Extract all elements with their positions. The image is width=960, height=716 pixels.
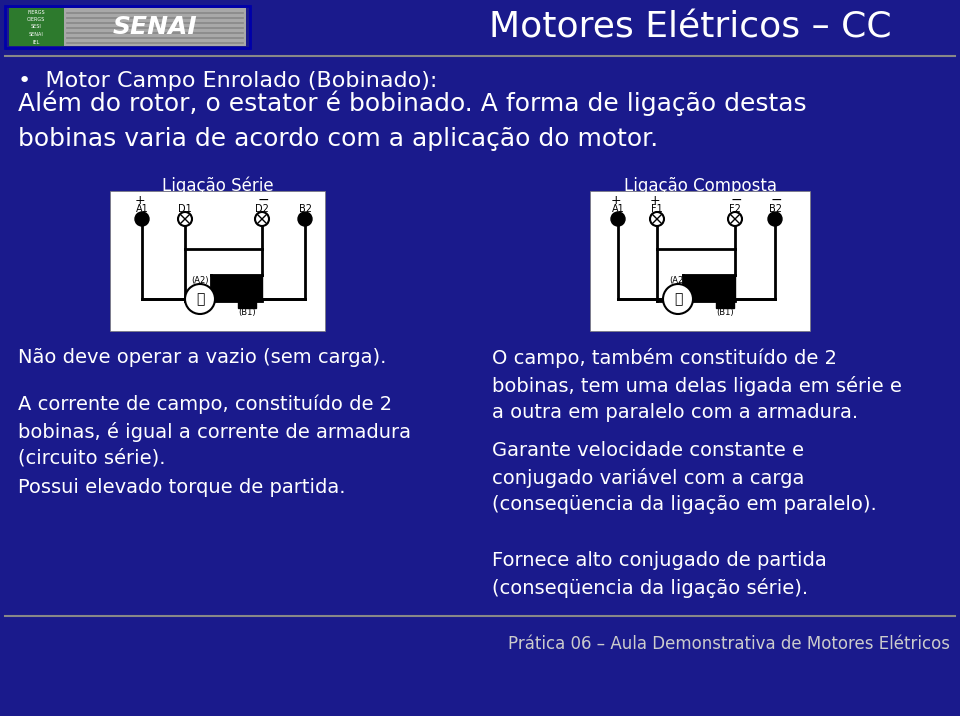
Circle shape	[728, 212, 742, 226]
Text: F2: F2	[729, 204, 741, 214]
Text: Prática 06 – Aula Demonstrativa de Motores Elétricos: Prática 06 – Aula Demonstrativa de Motor…	[508, 635, 950, 653]
Text: D1: D1	[179, 204, 192, 214]
Text: B2: B2	[769, 204, 781, 214]
Bar	[716, 290, 734, 308]
Text: F1: F1	[651, 204, 662, 214]
Text: Motores Elétricos – CC: Motores Elétricos – CC	[489, 10, 891, 44]
Text: −: −	[770, 193, 781, 207]
Circle shape	[255, 212, 269, 226]
Text: SENAI: SENAI	[112, 15, 198, 39]
Text: −: −	[731, 193, 742, 207]
Bar	[211, 275, 262, 301]
Circle shape	[611, 212, 625, 226]
Text: Ⓜ: Ⓜ	[674, 292, 683, 306]
Text: IEL: IEL	[33, 39, 39, 44]
Bar	[683, 275, 735, 301]
Text: Ligação Composta: Ligação Composta	[623, 177, 777, 195]
Text: Possui elevado torque de partida.: Possui elevado torque de partida.	[18, 478, 346, 497]
Text: Além do rotor, o estator é bobinado. A forma de ligação destas
bobinas varia de : Além do rotor, o estator é bobinado. A f…	[18, 90, 806, 152]
Circle shape	[768, 212, 782, 226]
Text: D2: D2	[255, 204, 269, 214]
Text: (B1): (B1)	[716, 309, 733, 317]
Text: SENAI: SENAI	[29, 32, 43, 37]
Bar	[238, 290, 256, 308]
Text: (A2): (A2)	[669, 276, 686, 284]
Text: O campo, também constituído de 2
bobinas, tem uma delas ligada em série e
a outr: O campo, também constituído de 2 bobinas…	[492, 348, 901, 422]
Text: Ligação Série: Ligação Série	[162, 177, 274, 195]
Bar	[110, 191, 325, 331]
Circle shape	[185, 284, 215, 314]
Circle shape	[298, 212, 312, 226]
Text: SESI: SESI	[31, 24, 41, 29]
Text: B2: B2	[299, 204, 311, 214]
Circle shape	[650, 212, 664, 226]
Bar	[590, 191, 810, 331]
Text: A corrente de campo, constituído de 2
bobinas, é igual a corrente de armadura
(c: A corrente de campo, constituído de 2 bo…	[18, 394, 411, 468]
Text: Garante velocidade constante e
conjugado variável com a carga
(conseqüencia da l: Garante velocidade constante e conjugado…	[492, 441, 876, 515]
Text: Fornece alto conjugado de partida
(conseqüencia da ligação série).: Fornece alto conjugado de partida (conse…	[492, 551, 827, 598]
Text: +: +	[611, 195, 621, 208]
Text: Não deve operar a vazio (sem carga).: Não deve operar a vazio (sem carga).	[18, 348, 386, 367]
Bar	[64, 8, 246, 46]
Text: A1: A1	[135, 204, 149, 214]
Bar	[5, 6, 250, 48]
Text: FIERGS: FIERGS	[27, 9, 45, 14]
Text: +: +	[650, 195, 660, 208]
Text: (A2): (A2)	[191, 276, 208, 284]
Text: (B1): (B1)	[238, 309, 255, 317]
Text: A1: A1	[612, 204, 624, 214]
Circle shape	[178, 212, 192, 226]
Text: −: −	[257, 193, 269, 207]
Circle shape	[663, 284, 693, 314]
Text: +: +	[134, 195, 145, 208]
Circle shape	[135, 212, 149, 226]
Text: •  Motor Campo Enrolado (Bobinado):: • Motor Campo Enrolado (Bobinado):	[18, 71, 438, 91]
Bar	[9, 8, 64, 46]
Text: CIERGS: CIERGS	[27, 17, 45, 22]
Text: Ⓜ: Ⓜ	[196, 292, 204, 306]
